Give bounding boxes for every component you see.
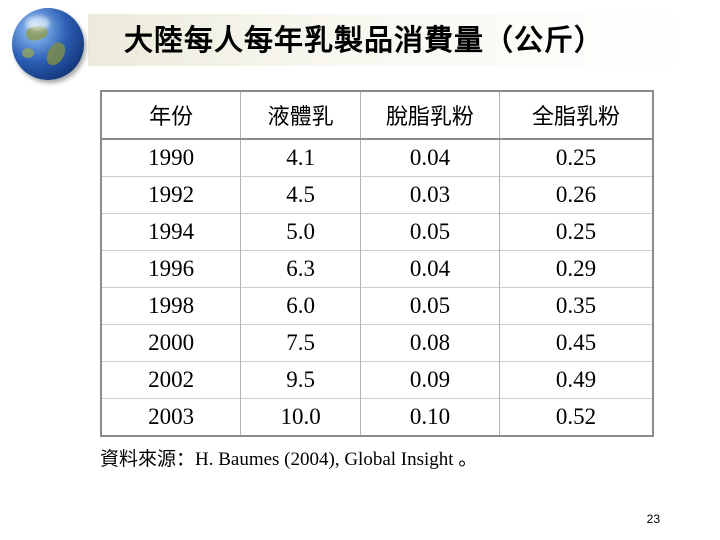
page-number: 23 (646, 512, 660, 526)
cell-year: 1992 (101, 176, 241, 214)
source-citation: 資料來源：H. Baumes (2004), Global Insight 。 (100, 449, 478, 470)
table-row: 2000 7.5 0.08 0.45 (101, 324, 653, 362)
table-row: 1990 4.1 0.04 0.25 (101, 139, 653, 177)
table-row: 1992 4.5 0.03 0.26 (101, 176, 653, 214)
table-row: 2003 10.0 0.10 0.52 (101, 398, 653, 436)
cell-skim-powder: 0.05 (359, 287, 500, 325)
table-row: 2002 9.5 0.09 0.49 (101, 361, 653, 399)
cell-liquid-milk: 6.3 (240, 250, 361, 288)
table-row: 1994 5.0 0.05 0.25 (101, 213, 653, 251)
table-row: 1996 6.3 0.04 0.29 (101, 250, 653, 288)
header-skim-milk-powder: 脫脂乳粉 (359, 91, 500, 140)
cell-year: 1994 (101, 213, 241, 251)
cell-liquid-milk: 5.0 (240, 213, 361, 251)
cell-skim-powder: 0.08 (359, 324, 500, 362)
cell-whole-powder: 0.29 (499, 250, 653, 288)
cell-liquid-milk: 4.1 (240, 139, 361, 177)
cell-skim-powder: 0.04 (359, 250, 500, 288)
header-year: 年份 (101, 91, 241, 140)
title-bar (88, 14, 690, 66)
cell-whole-powder: 0.26 (499, 176, 653, 214)
cell-whole-powder: 0.52 (499, 398, 653, 436)
cell-skim-powder: 0.09 (359, 361, 500, 399)
cell-year: 2003 (101, 398, 241, 436)
cell-year: 1998 (101, 287, 241, 325)
cell-year: 2000 (101, 324, 241, 362)
cell-whole-powder: 0.45 (499, 324, 653, 362)
header-whole-milk-powder: 全脂乳粉 (499, 91, 653, 140)
cell-skim-powder: 0.03 (359, 176, 500, 214)
cell-liquid-milk: 10.0 (240, 398, 361, 436)
cell-whole-powder: 0.35 (499, 287, 653, 325)
cell-liquid-milk: 6.0 (240, 287, 361, 325)
table-header-row: 年份 液體乳 脫脂乳粉 全脂乳粉 (101, 91, 653, 140)
slide-title: 大陸每人每年乳製品消費量（公斤） (124, 23, 605, 57)
header-liquid-milk: 液體乳 (240, 91, 361, 140)
cell-year: 1990 (148, 145, 195, 170)
cell-year: 1996 (101, 250, 241, 288)
cell-whole-powder: 0.25 (499, 213, 653, 251)
cell-skim-powder: 0.05 (359, 213, 500, 251)
cell-skim-powder: 0.04 (359, 139, 500, 177)
cell-liquid-milk: 4.5 (240, 176, 361, 214)
table-row: 1998 6.0 0.05 0.35 (101, 287, 653, 325)
cell-whole-powder: 0.49 (499, 361, 653, 399)
cell-liquid-milk: 7.5 (240, 324, 361, 362)
cell-skim-powder: 0.10 (359, 398, 500, 436)
cell-year: 2002 (101, 361, 241, 399)
globe-icon (12, 8, 84, 80)
cell-liquid-milk: 9.5 (240, 361, 361, 399)
cell-whole-powder: 0.25 (499, 139, 653, 177)
consumption-table: 年份 液體乳 脫脂乳粉 全脂乳粉 1990 4.1 0.04 0.25 1992… (100, 90, 654, 437)
